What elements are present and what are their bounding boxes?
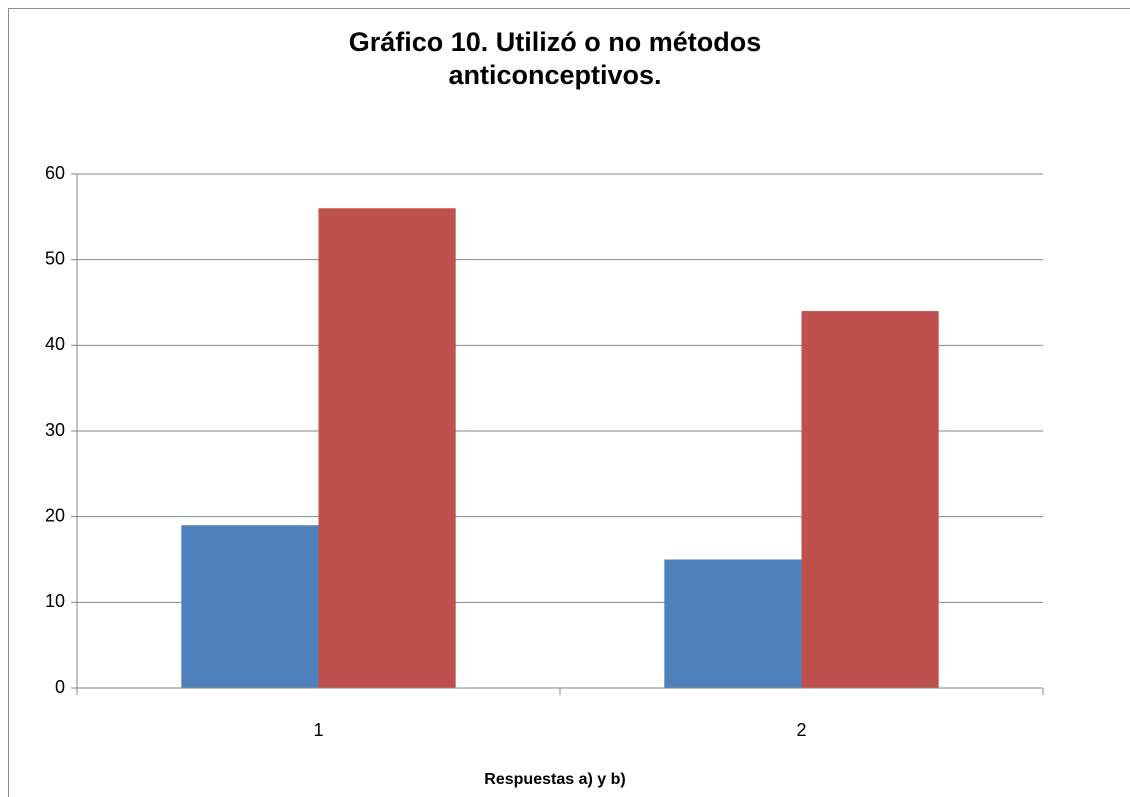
y-tick-label: 60 (45, 163, 65, 183)
y-tick-label: 30 (45, 420, 65, 440)
x-tick-label: 2 (796, 720, 806, 740)
y-tick-label: 10 (45, 591, 65, 611)
bar (801, 311, 939, 688)
bar (181, 525, 319, 688)
x-axis-label: Respuestas a) y b) (484, 771, 625, 788)
y-tick-label: 20 (45, 505, 65, 525)
chart-border (8, 8, 1130, 797)
x-tick-label: 1 (313, 720, 323, 740)
y-tick-label: 40 (45, 334, 65, 354)
bar (664, 559, 802, 688)
y-tick-label: 0 (55, 677, 65, 697)
bar (318, 208, 456, 688)
y-tick-label: 50 (45, 248, 65, 268)
chart-title: Gráfico 10. Utilizó o no métodos anticon… (348, 27, 762, 90)
